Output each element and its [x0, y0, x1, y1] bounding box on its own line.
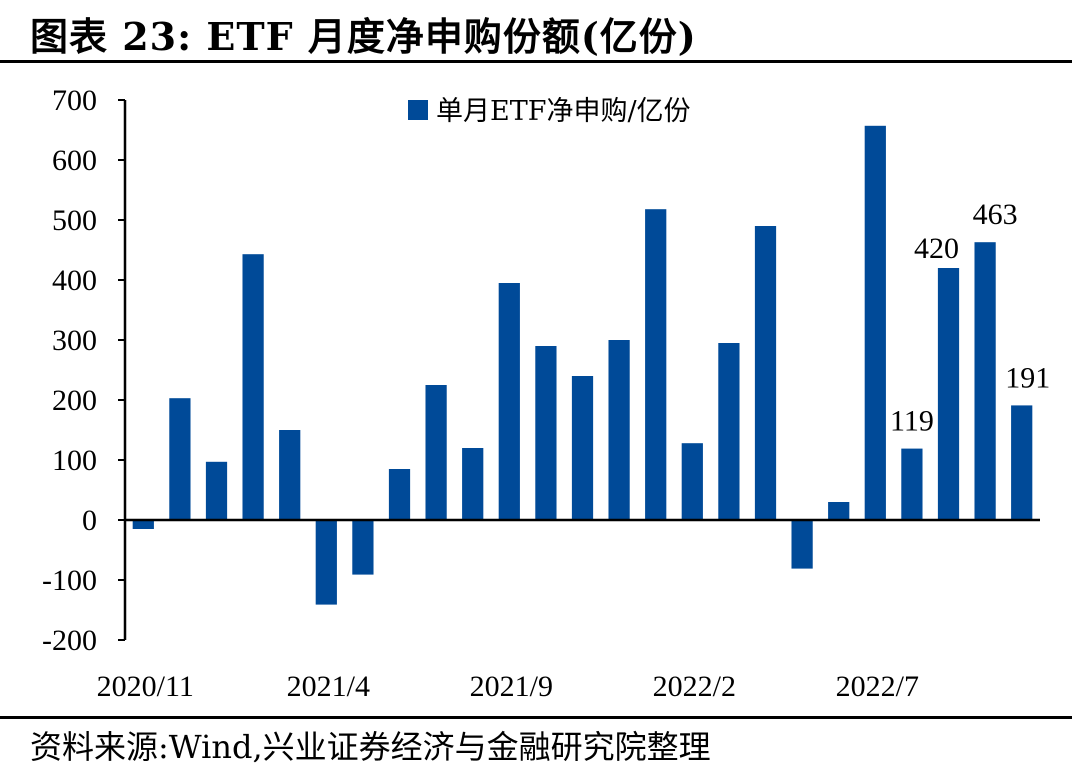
- bar-2021/10: [535, 346, 557, 520]
- axes-group: [123, 100, 1040, 640]
- bar-2022/3: [718, 343, 740, 520]
- bar-2021/12: [608, 340, 630, 520]
- bar-2020/11: [132, 520, 154, 529]
- legend: 单月ETF净申购/亿份: [408, 96, 691, 127]
- y-ticks-group: -200 -100 0 100 200 300 400 500 600 700: [42, 84, 125, 657]
- bar-2021/11: [571, 376, 594, 520]
- x-tick-label: 2020/11: [97, 670, 194, 703]
- bar-2022/11: [1011, 405, 1033, 520]
- top-rule: [0, 60, 1072, 63]
- y-tick-label: 400: [52, 264, 97, 297]
- y-tick-label: 0: [82, 504, 97, 537]
- y-tick-label: -100: [42, 564, 97, 597]
- x-tick-label: 2022/2: [653, 670, 736, 703]
- x-ticks-group: 2020/11 2021/4 2021/9 2022/2 2022/7: [97, 670, 919, 703]
- y-tick-label: 700: [52, 84, 97, 117]
- bar-2022/4: [754, 226, 777, 520]
- x-tick-label: 2021/4: [287, 670, 370, 703]
- data-label-420: 420: [914, 232, 959, 265]
- bar-2022/1: [645, 209, 667, 520]
- source-note: 资料来源:Wind,兴业证券经济与金融研究院整理: [30, 728, 711, 766]
- figure-title: 图表 23: ETF 月度净申购份额(亿份): [30, 14, 697, 59]
- bar-2021/1: [205, 461, 228, 520]
- bar-2022/2: [681, 443, 703, 520]
- bar-2022/7: [864, 125, 886, 521]
- bar-2021/5: [352, 520, 374, 575]
- data-labels-group: 119 420 463 191: [890, 198, 1050, 437]
- legend-swatch: [408, 100, 428, 120]
- bar-2022/8: [901, 448, 923, 520]
- bar-2021/2: [242, 254, 264, 520]
- bar-2022/9: [937, 268, 960, 520]
- x-tick-label: 2022/7: [836, 670, 919, 703]
- bar-2021/7: [425, 385, 447, 520]
- bar-2022/6: [828, 502, 850, 520]
- bar-2021/9: [498, 283, 520, 520]
- bar-2022/5: [791, 520, 813, 569]
- legend-label: 单月ETF净申购/亿份: [436, 96, 691, 127]
- x-tick-label: 2021/9: [470, 670, 553, 703]
- y-tick-label: 600: [52, 144, 97, 177]
- y-tick-label: -200: [42, 624, 97, 657]
- y-tick-label: 500: [52, 204, 97, 237]
- bar-2020/12: [169, 398, 191, 520]
- y-tick-label: 100: [52, 444, 97, 477]
- bottom-rule: [0, 716, 1072, 719]
- bar-2021/4: [315, 520, 337, 605]
- bar-2021/6: [388, 469, 411, 520]
- y-tick-label: 300: [52, 324, 97, 357]
- bar-2021/8: [462, 448, 484, 520]
- y-tick-label: 200: [52, 384, 97, 417]
- data-label-119: 119: [890, 405, 934, 438]
- data-label-191: 191: [1005, 361, 1050, 394]
- data-label-463: 463: [973, 198, 1018, 231]
- bar-2021/3: [279, 430, 301, 520]
- bars-group: [132, 125, 1033, 605]
- bar-2022/10: [974, 242, 996, 520]
